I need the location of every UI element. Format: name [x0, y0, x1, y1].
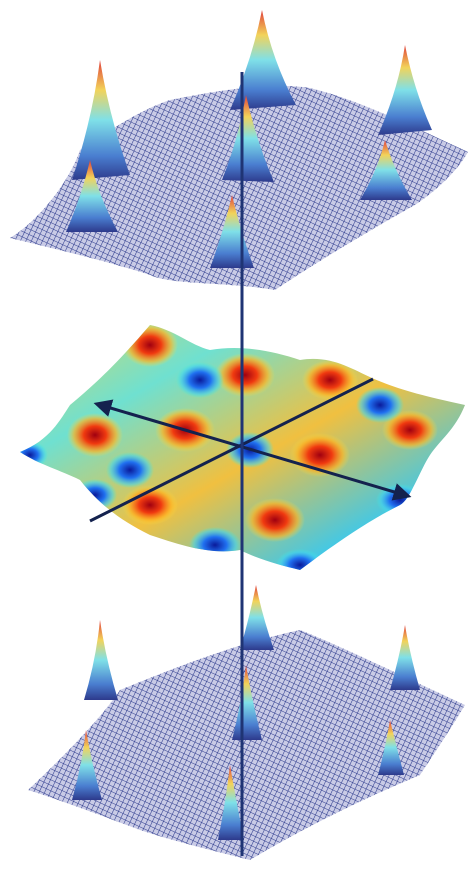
cold-spot: [356, 387, 404, 423]
peak: [230, 10, 296, 110]
hot-spot: [122, 325, 178, 367]
peak: [66, 160, 118, 232]
peak: [378, 720, 404, 775]
peak: [378, 45, 432, 135]
peak: [222, 95, 274, 182]
peak: [232, 665, 262, 740]
cold-spot: [106, 452, 154, 488]
cold-spot: [20, 441, 48, 469]
peak: [240, 585, 274, 650]
cold-spot: [176, 362, 224, 398]
top-surface: [10, 10, 468, 290]
peak: [390, 625, 420, 690]
hot-spot: [67, 413, 123, 457]
bottom-plane: [28, 630, 465, 860]
axis-arrow: [93, 399, 412, 501]
bottom-surface: [28, 585, 465, 860]
hot-spot: [215, 353, 275, 397]
top-plane: [10, 85, 468, 290]
peak: [72, 60, 130, 180]
axes: [89, 72, 412, 856]
cold-spot: [189, 527, 241, 563]
peak: [72, 730, 102, 800]
peak: [360, 140, 412, 200]
peak: [218, 765, 244, 840]
hot-spot: [245, 498, 305, 542]
cold-spot: [276, 549, 324, 570]
hot-spot: [302, 360, 358, 400]
peak: [84, 620, 118, 700]
cold-spot: [73, 479, 117, 511]
